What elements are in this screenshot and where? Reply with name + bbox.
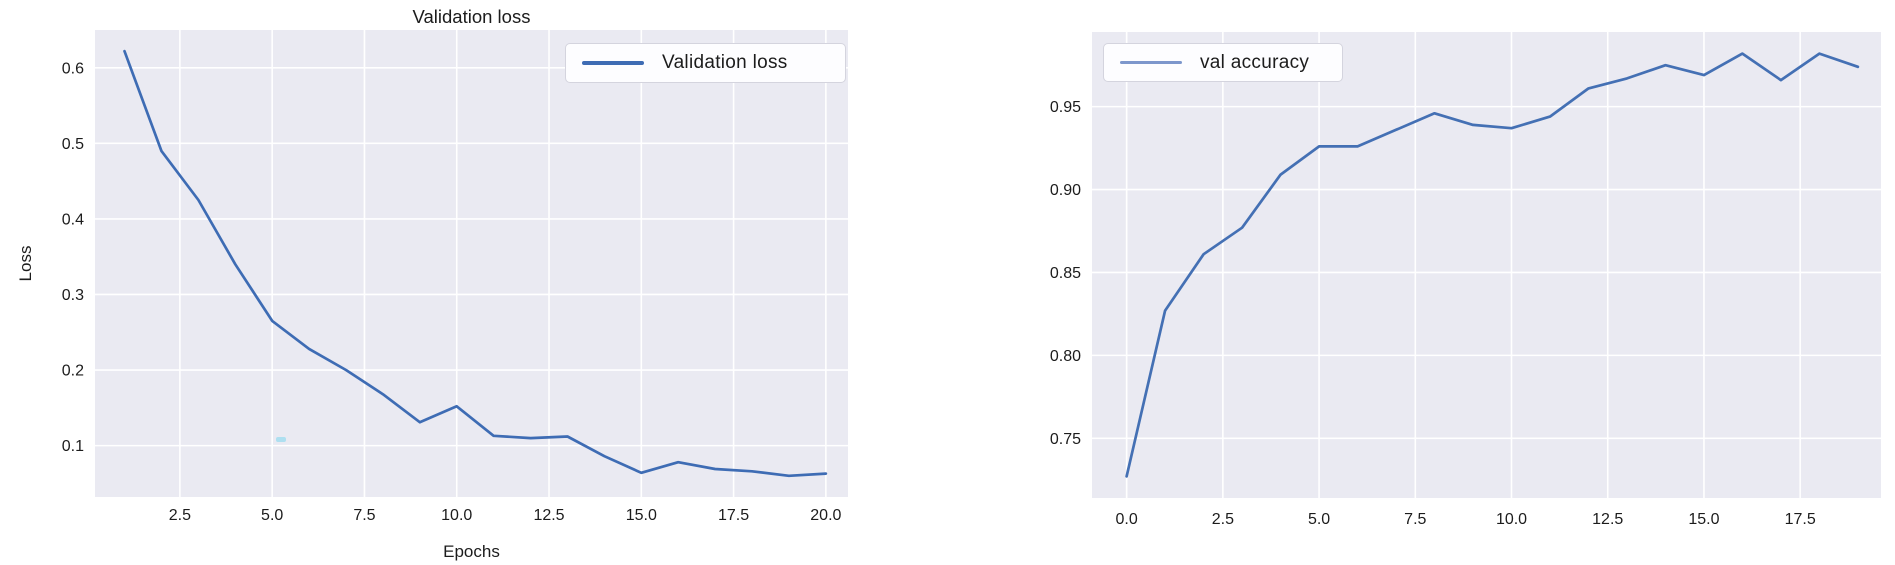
legend-val-accuracy: val accuracy — [1103, 43, 1343, 82]
x-tick-label: 0.0 — [1116, 511, 1138, 528]
y-tick-label: 0.6 — [62, 60, 84, 77]
x-tick-label: 2.5 — [169, 507, 191, 524]
y-tick-label: 0.90 — [1050, 182, 1081, 199]
legend-label: val accuracy — [1200, 51, 1310, 73]
x-tick-label: 17.5 — [1785, 511, 1816, 528]
y-tick-label: 0.75 — [1050, 431, 1081, 448]
y-tick-label: 0.3 — [62, 287, 84, 304]
x-tick-label: 15.0 — [1688, 511, 1719, 528]
x-tick-label: 5.0 — [1308, 511, 1330, 528]
plot-area — [95, 30, 848, 497]
y-tick-label: 0.4 — [62, 211, 84, 228]
x-axis-label: Epochs — [443, 542, 500, 561]
x-tick-label: 10.0 — [1496, 511, 1527, 528]
x-tick-label: 12.5 — [533, 507, 564, 524]
y-tick-label: 0.95 — [1050, 99, 1081, 116]
validation-loss-line-swatch — [582, 61, 644, 65]
legend-validation-loss: Validation loss — [565, 43, 846, 83]
val-accuracy-line-swatch — [1120, 60, 1182, 65]
y-tick-label: 0.85 — [1050, 265, 1081, 282]
x-tick-label: 20.0 — [810, 507, 841, 524]
y-tick-label: 0.2 — [62, 363, 84, 380]
y-tick-label: 0.1 — [62, 438, 84, 455]
x-tick-label: 17.5 — [718, 507, 749, 524]
x-tick-label: 5.0 — [261, 507, 283, 524]
x-tick-label: 10.0 — [441, 507, 472, 524]
legend-label: Validation loss — [662, 52, 788, 73]
x-tick-label: 7.5 — [353, 507, 375, 524]
x-tick-label: 7.5 — [1404, 511, 1426, 528]
y-tick-label: 0.5 — [62, 136, 84, 153]
y-axis-label: Loss — [16, 246, 35, 282]
x-tick-label: 2.5 — [1212, 511, 1234, 528]
x-tick-label: 12.5 — [1592, 511, 1623, 528]
val-accuracy-line — [1125, 52, 1860, 478]
validation-loss-line — [123, 49, 828, 478]
plot-area — [1092, 32, 1881, 498]
chart-title: Validation loss — [413, 6, 531, 27]
x-tick-label: 15.0 — [626, 507, 657, 524]
y-tick-label: 0.80 — [1050, 348, 1081, 365]
